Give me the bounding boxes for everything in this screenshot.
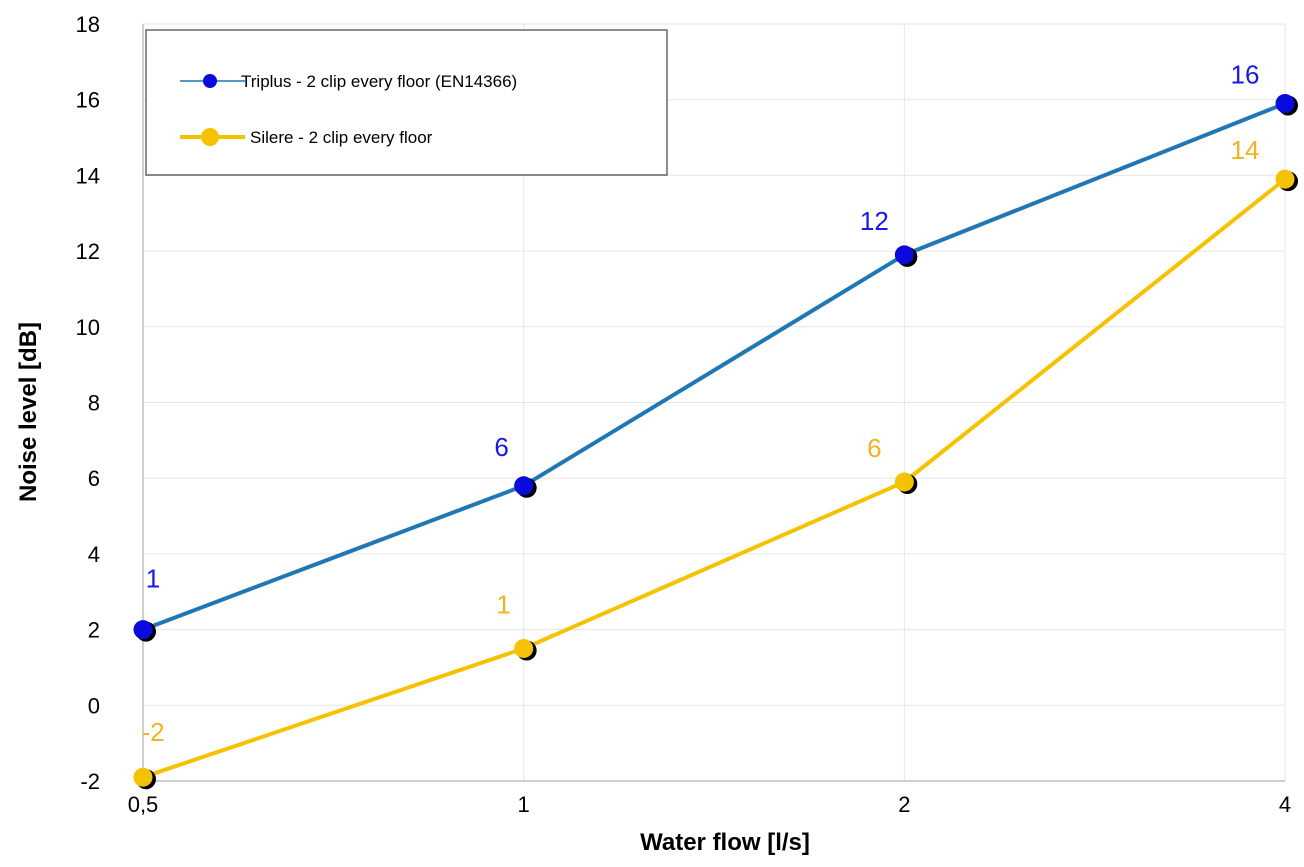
series [133,93,1298,790]
data-label: 14 [1231,135,1260,165]
data-label: 1 [146,564,160,594]
legend-marker-0 [203,74,217,88]
legend: Triplus - 2 clip every floor (EN14366) Si… [145,29,668,176]
data-point [133,620,153,640]
y-tick-label: 14 [76,163,100,188]
legend-label-0: Triplus - 2 clip every floor (EN14366) [241,72,517,91]
y-tick-label: 8 [88,391,100,416]
data-label: 6 [867,433,881,463]
y-tick-label: 16 [76,88,100,113]
data-point [514,639,534,659]
data-point [894,245,914,265]
y-tick-label: 6 [88,466,100,491]
y-tick-label: 2 [88,618,100,643]
y-tick-label: 10 [76,315,100,340]
x-tick-label: 4 [1279,792,1291,817]
series-line-0 [142,101,1286,632]
data-point [514,476,534,496]
x-tick-label: 2 [898,792,910,817]
legend-marker-1 [201,128,219,146]
legend-box [145,29,668,176]
y-axis-title: Noise level [dB] [15,322,42,502]
data-point [1275,93,1295,113]
data-label: 16 [1231,59,1260,89]
x-tick-label: 1 [518,792,530,817]
y-tick-label: -2 [80,769,100,794]
data-point [133,767,153,787]
data-label: 1 [496,590,510,620]
y-tick-label: 0 [88,693,100,718]
data-point [894,472,914,492]
y-tick-label: 4 [88,542,100,567]
data-label: 12 [860,206,889,236]
y-tick-label: 12 [76,239,100,264]
data-point [1275,169,1295,189]
x-axis-title: Water flow [l/s] [640,829,810,856]
x-tick-label: 0,5 [128,792,159,817]
data-label: -2 [141,717,164,747]
legend-label-1: Silere - 2 clip every floor [250,128,433,147]
data-label: 6 [494,432,508,462]
series-line-1 [142,177,1287,780]
y-tick-label: 18 [76,12,100,37]
